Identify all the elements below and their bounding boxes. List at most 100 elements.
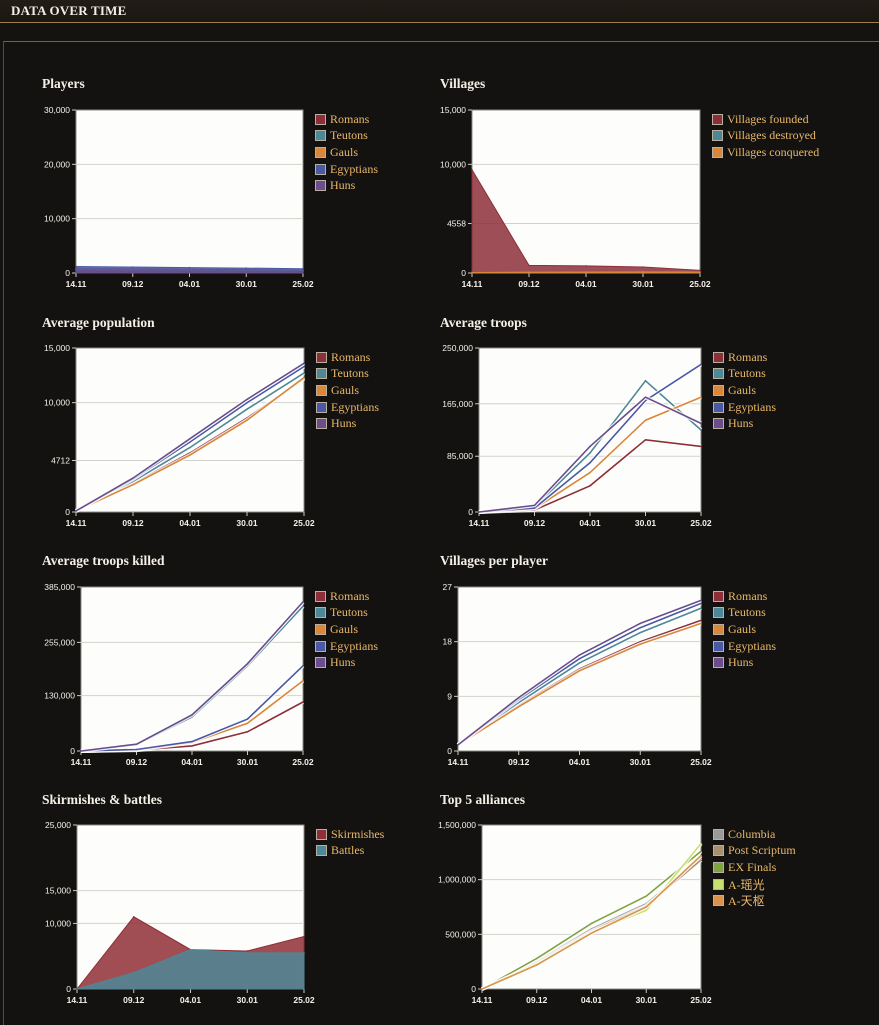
legend-swatch (713, 607, 724, 619)
legend-item-ex-finals[interactable]: EX Finals (713, 859, 796, 876)
chart-legend[interactable]: Romans Teutons Gauls Egyptians Huns (713, 349, 776, 432)
series-romans-0-point (700, 619, 702, 622)
legend-item-villages-founded[interactable]: Villages founded (712, 111, 819, 128)
legend-item-huns[interactable]: Huns (315, 177, 378, 194)
x-tick-label: 30.01 (635, 518, 657, 528)
legend-item-teutons[interactable]: Teutons (315, 128, 378, 145)
legend-item-huns[interactable]: Huns (713, 415, 776, 432)
legend-item-gauls[interactable]: Gauls (713, 382, 776, 399)
series-gauls-2-point (303, 376, 305, 379)
legend-item-a[interactable]: A-天枢 (713, 892, 796, 909)
legend-label: Romans (728, 349, 768, 364)
legend-item-skirmishes[interactable]: Skirmishes (316, 826, 384, 843)
y-tick-label: 0 (461, 268, 466, 278)
legend-swatch (316, 401, 327, 413)
chart-players: Players 0 10,000 20,000 30,000 14.11 09.12 04.0… (41, 76, 461, 301)
x-tick-label: 25.02 (690, 995, 712, 1005)
legend-item-romans[interactable]: Romans (315, 588, 378, 605)
legend-item-egyptians[interactable]: Egyptians (315, 161, 378, 178)
legend-label: A-瑶光 (728, 877, 765, 892)
legend-item-gauls[interactable]: Gauls (713, 621, 776, 638)
legend-swatch (712, 130, 723, 142)
legend-item-villages-conquered[interactable]: Villages conquered (712, 144, 819, 161)
chart-skirmishes: Skirmishes & battles 0 10,000 15,000 25,000 1… (41, 792, 461, 1017)
series-post-scriptum-1-point (700, 859, 702, 861)
series-egyptians-3-point (188, 266, 191, 269)
chart-legend[interactable]: Romans Teutons Gauls Egyptians Huns (315, 111, 378, 194)
series-ex-finals-2-point (645, 895, 648, 897)
series-gauls-2-point (589, 471, 591, 474)
series-villages-conquered-2-point (585, 271, 587, 273)
chart-legend[interactable]: Columbia Post Scriptum EX Finals A-瑶光 A-天枢 (713, 826, 796, 909)
legend-swatch (315, 113, 326, 125)
x-tick-label: 09.12 (526, 995, 548, 1005)
legend-item-romans[interactable]: Romans (713, 588, 776, 605)
chart-troops-killed: Average troops killed 0 130,000 255,000 385,… (41, 553, 461, 778)
series-teutons-1-point (303, 372, 305, 374)
series-huns-4-point (700, 422, 702, 425)
legend-item-villages-destroyed[interactable]: Villages destroyed (712, 128, 819, 145)
legend-swatch (713, 657, 724, 669)
legend-item-gauls[interactable]: Gauls (315, 144, 378, 161)
chart-canvas: 0 500,000 1,000,000 1,500,000 14.11 09.12 04.0… (438, 820, 712, 1005)
legend-item-egyptians[interactable]: Egyptians (315, 638, 378, 655)
chart-legend[interactable]: Romans Teutons Gauls Egyptians Huns (316, 349, 379, 432)
x-tick-label: 14.11 (469, 518, 490, 528)
chart-legend[interactable]: Villages founded Villages destroyed Villag… (712, 111, 819, 161)
series-villages-founded-0-point (585, 265, 587, 267)
legend-item-teutons[interactable]: Teutons (316, 366, 379, 383)
series-battles-1-point (303, 952, 305, 954)
series-a-4-point (590, 932, 593, 935)
legend-item-battles[interactable]: Battles (316, 843, 384, 860)
series-romans-0-point (302, 701, 304, 703)
legend-swatch (316, 368, 327, 380)
legend-item-teutons[interactable]: Teutons (713, 605, 776, 622)
legend-item-teutons[interactable]: Teutons (315, 605, 378, 622)
series-battles-1-point (189, 948, 192, 951)
y-tick-label: 1,000,000 (438, 875, 476, 885)
legend-item-romans[interactable]: Romans (316, 349, 379, 366)
y-tick-label: 27 (443, 582, 453, 592)
series-romans-0-point (589, 484, 591, 487)
legend-item-huns[interactable]: Huns (315, 654, 378, 671)
series-gauls-2-point (578, 670, 581, 672)
y-tick-label: 500,000 (445, 929, 476, 939)
chart-title: Players (42, 76, 85, 91)
legend-item-columbia[interactable]: Columbia (713, 826, 796, 843)
legend-item-romans[interactable]: Romans (315, 111, 378, 128)
legend-item-teutons[interactable]: Teutons (713, 366, 776, 383)
legend-item-huns[interactable]: Huns (316, 415, 379, 432)
legend-swatch (713, 828, 724, 840)
x-tick-label: 25.02 (292, 757, 314, 767)
legend-item-egyptians[interactable]: Egyptians (713, 399, 776, 416)
legend-item-egyptians[interactable]: Egyptians (316, 399, 379, 416)
series-egyptians-3-point (135, 748, 138, 751)
series-egyptians-3-point (302, 665, 304, 667)
legend-item-huns[interactable]: Huns (713, 654, 776, 671)
series-romans-0-point (644, 439, 647, 441)
legend-label: Egyptians (728, 399, 776, 414)
legend-item-gauls[interactable]: Gauls (315, 621, 378, 638)
plot-area (80, 586, 304, 752)
legend-item-post-scriptum[interactable]: Post Scriptum (713, 843, 796, 860)
legend-swatch (315, 590, 326, 602)
x-tick-label: 25.02 (689, 279, 711, 289)
series-gauls-2-point (639, 643, 642, 645)
chart-legend[interactable]: Romans Teutons Gauls Egyptians Huns (713, 588, 776, 671)
x-tick-label: 25.02 (690, 518, 712, 528)
legend-swatch (315, 146, 326, 158)
series-huns-4-point (245, 270, 248, 273)
legend-label: Egyptians (331, 399, 379, 414)
legend-item-egyptians[interactable]: Egyptians (713, 638, 776, 655)
legend-label: Teutons (330, 605, 368, 620)
legend-item-romans[interactable]: Romans (713, 349, 776, 366)
legend-swatch (713, 401, 724, 413)
series-gauls-2-point (644, 419, 647, 421)
legend-item-gauls[interactable]: Gauls (316, 382, 379, 399)
y-tick-label: 30,000 (44, 105, 70, 115)
chart-legend[interactable]: Romans Teutons Gauls Egyptians Huns (315, 588, 378, 671)
chart-legend[interactable]: Skirmishes Battles (316, 826, 384, 859)
series-romans-0-point (246, 731, 249, 733)
y-tick-label: 0 (471, 984, 476, 994)
legend-item-a[interactable]: A-瑶光 (713, 876, 796, 893)
